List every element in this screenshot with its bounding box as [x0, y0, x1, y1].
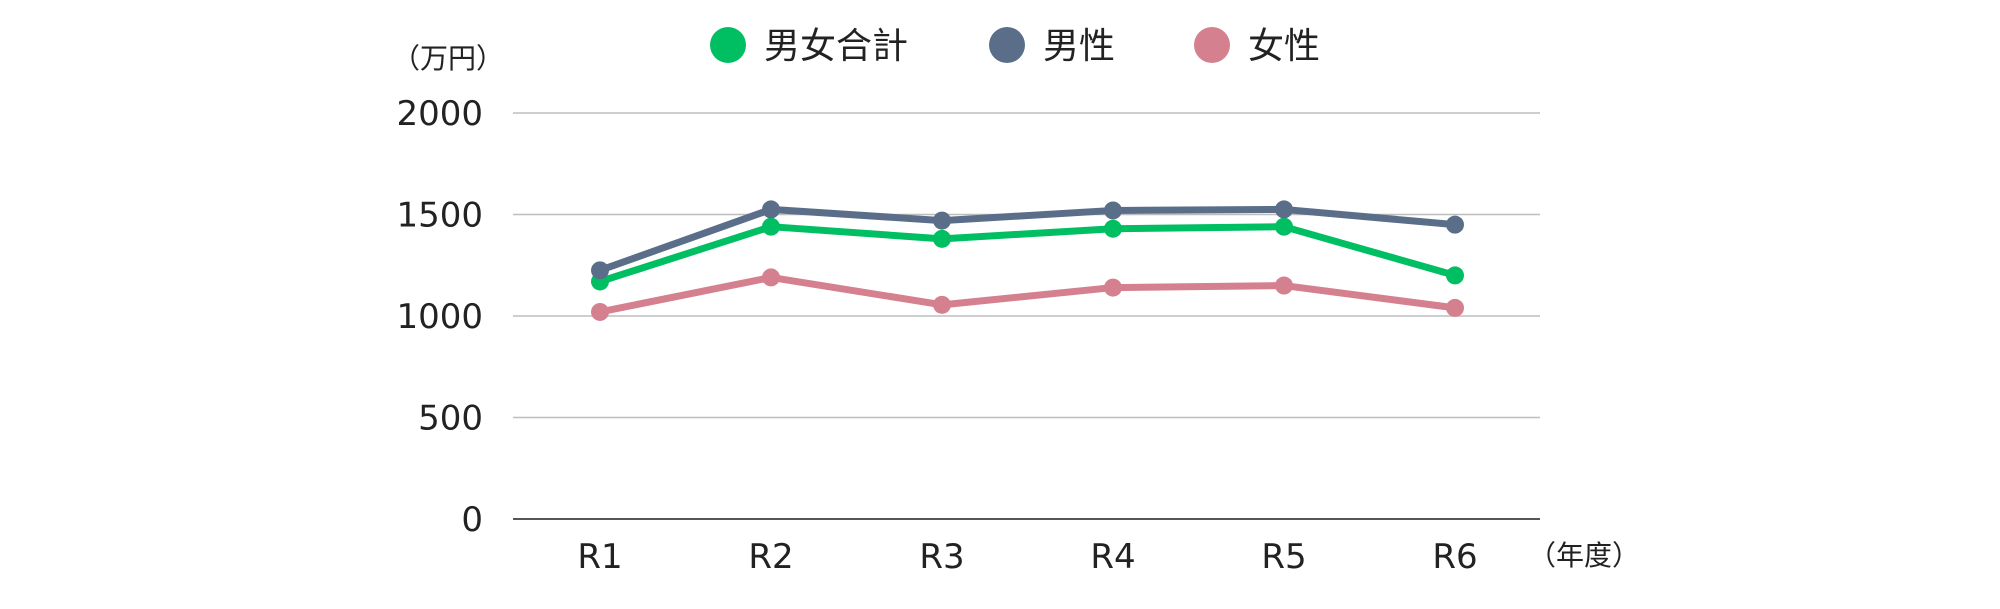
data-point — [762, 268, 780, 287]
gridlines — [513, 112, 1540, 520]
data-point — [933, 211, 951, 230]
series-line-2 — [596, 205, 1459, 274]
data-point — [933, 295, 951, 314]
data-point — [591, 261, 609, 280]
data-point — [1104, 278, 1122, 297]
x-tick-label: R5 — [1261, 537, 1306, 577]
data-point — [1275, 217, 1293, 236]
data-point — [1104, 201, 1122, 220]
data-point — [762, 217, 780, 236]
y-axis-unit-label: （万円） — [392, 42, 504, 75]
x-tick-label: R4 — [1090, 537, 1135, 577]
legend: 男女合計 男性 女性 — [710, 26, 1320, 67]
legend-marker — [1194, 27, 1230, 63]
data-point — [591, 302, 609, 321]
legend-marker — [989, 27, 1025, 63]
x-tick-label: R2 — [748, 537, 793, 577]
series-line-1 — [596, 223, 1459, 285]
data-point — [1446, 215, 1464, 234]
x-axis-ticks: R1 R2 R3 R4 R5 R6 — [577, 537, 1477, 577]
data-point — [1104, 219, 1122, 238]
data-point — [762, 200, 780, 219]
y-tick-label: 0 — [461, 500, 483, 540]
x-tick-label: R1 — [577, 537, 622, 577]
legend-label: 女性 — [1248, 26, 1320, 67]
x-tick-label: R6 — [1432, 537, 1477, 577]
x-tick-label: R3 — [919, 537, 964, 577]
data-point — [1446, 298, 1464, 317]
data-point — [1275, 200, 1293, 219]
series-lines — [596, 205, 1459, 316]
y-tick-label: 1000 — [396, 297, 483, 337]
data-point — [1275, 276, 1293, 295]
data-point — [1446, 266, 1464, 285]
x-axis-unit-label: （年度） — [1528, 539, 1640, 572]
legend-label: 男性 — [1043, 26, 1115, 67]
series-points — [591, 200, 1464, 321]
legend-marker — [710, 27, 746, 63]
data-point — [933, 229, 951, 248]
y-tick-label: 2000 — [396, 94, 483, 134]
y-axis-ticks: 0 500 1000 1500 2000 — [396, 94, 483, 540]
series-line-3 — [596, 273, 1459, 316]
y-tick-label: 1500 — [396, 196, 483, 236]
legend-label: 男女合計 — [764, 26, 908, 67]
y-tick-label: 500 — [418, 399, 483, 439]
